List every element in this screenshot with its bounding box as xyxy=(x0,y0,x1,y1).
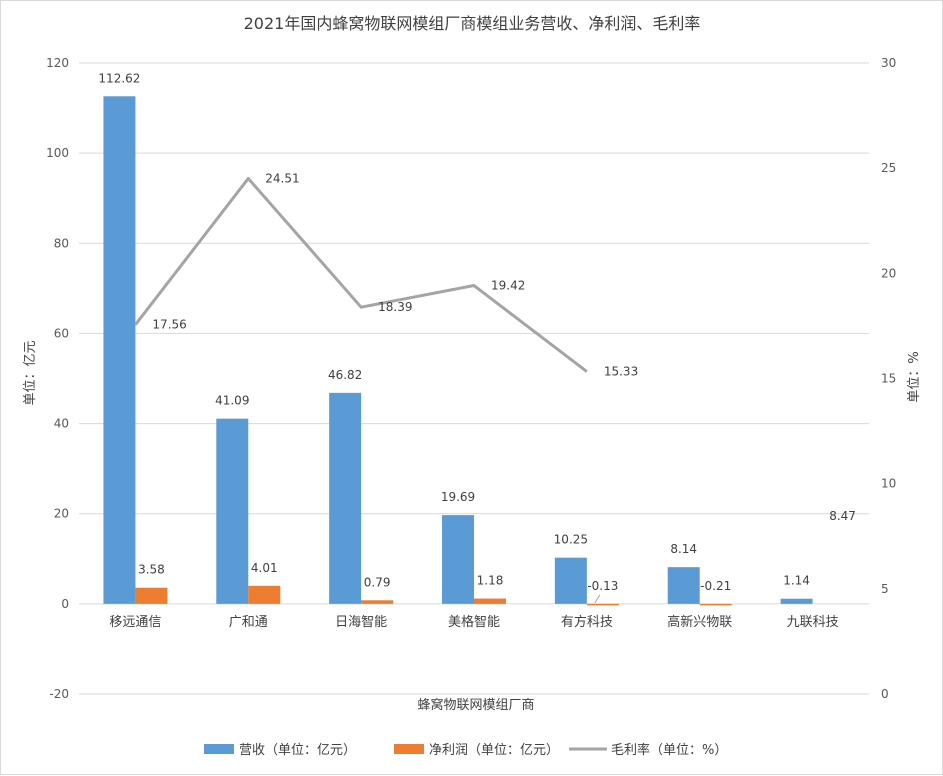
revenue-data-label: 46.82 xyxy=(328,368,362,382)
revenue-bar xyxy=(442,515,474,604)
net-profit-bar xyxy=(699,603,732,606)
net-profit-bar xyxy=(248,585,281,604)
annotation-label: 8.47 xyxy=(829,509,856,523)
y2-tick-label: 30 xyxy=(881,56,896,70)
y-tick-label: 120 xyxy=(46,56,69,70)
net-profit-data-label: -0.13 xyxy=(587,579,618,593)
x-category-label: 移远通信 xyxy=(109,615,161,630)
revenue-data-label: 10.25 xyxy=(554,533,588,547)
x-category-label: 九联科技 xyxy=(787,615,839,630)
y-tick-label: 100 xyxy=(46,146,69,160)
y2-tick-label: 15 xyxy=(881,372,896,386)
y2-axis-title: 单位：% xyxy=(907,351,922,402)
revenue-data-label: 19.69 xyxy=(441,490,475,504)
legend-bar-swatch xyxy=(204,744,234,754)
legend-label: 营收（单位：亿元） xyxy=(239,743,356,758)
data-label-leader-line xyxy=(594,594,601,604)
net-profit-data-label: 0.79 xyxy=(364,575,391,589)
revenue-bar xyxy=(780,598,813,604)
y2-tick-label: 20 xyxy=(881,266,896,280)
gross-margin-data-label: 24.51 xyxy=(265,171,299,185)
net-profit-data-label: 1.18 xyxy=(477,574,504,588)
net-profit-bar xyxy=(586,603,619,606)
gross-margin-data-label: 18.39 xyxy=(378,300,412,314)
legend-label: 净利润（单位：亿元） xyxy=(429,743,559,758)
x-category-label: 高新兴物联 xyxy=(667,614,732,630)
gross-margin-data-label: 15.33 xyxy=(604,365,638,379)
revenue-data-label: 8.14 xyxy=(670,542,697,556)
revenue-bar xyxy=(667,567,700,604)
gross-margin-data-label: 19.42 xyxy=(491,279,525,293)
y-tick-label: 0 xyxy=(61,597,69,611)
y-tick-label: 60 xyxy=(54,326,69,340)
chart-title: 2021年国内蜂窝物联网模组厂商模组业务营收、净利润、毛利率 xyxy=(244,14,701,33)
x-category-label: 美格智能 xyxy=(448,614,500,630)
revenue-bar xyxy=(329,392,362,604)
revenue-bar xyxy=(554,557,587,604)
legend: 营收（单位：亿元） 净利润（单位：亿元） 毛利率（单位：%） xyxy=(204,742,727,758)
y2-tick-label: 0 xyxy=(881,687,889,701)
revenue-bar xyxy=(103,96,136,604)
x-category-label: 广和通 xyxy=(229,615,268,630)
revenue-data-label: 41.09 xyxy=(215,394,249,408)
net-profit-data-label: 4.01 xyxy=(251,561,278,575)
net-profit-data-label: 3.58 xyxy=(138,563,165,577)
gross-margin-data-label: 17.56 xyxy=(152,318,186,332)
net-profit-bar xyxy=(135,587,168,604)
revenue-data-label: 112.62 xyxy=(98,71,140,85)
revenue-bar xyxy=(216,418,249,604)
x-axis-title: 蜂窝物联网模组厂商 xyxy=(417,697,534,713)
y2-tick-label: 5 xyxy=(881,582,889,596)
y-axis-title: 单位：亿元 xyxy=(23,340,38,405)
legend-label: 毛利率（单位：%） xyxy=(611,742,727,758)
y-tick-label: -20 xyxy=(49,687,69,701)
net-profit-data-label: -0.21 xyxy=(700,579,731,593)
y-tick-label: 40 xyxy=(54,417,69,431)
y2-tick-label: 10 xyxy=(881,477,896,491)
x-category-label: 日海智能 xyxy=(335,615,387,630)
y-tick-label: 80 xyxy=(54,236,69,250)
legend-bar-swatch xyxy=(394,744,424,754)
x-category-label: 有方科技 xyxy=(561,614,613,630)
y-tick-label: 20 xyxy=(54,507,69,521)
y2-tick-label: 25 xyxy=(881,161,896,175)
gross-margin-line xyxy=(134,176,588,373)
net-profit-bar xyxy=(474,598,506,604)
revenue-data-label: 1.14 xyxy=(783,574,810,588)
net-profit-bar xyxy=(361,600,394,604)
